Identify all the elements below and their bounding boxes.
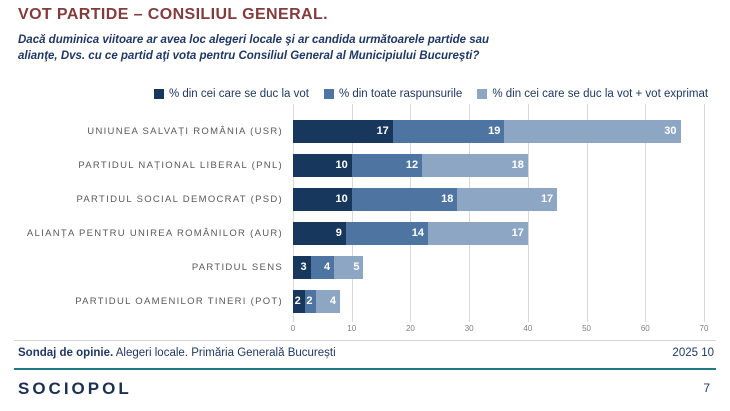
bar-value-label: 17 <box>511 226 524 239</box>
bar-segment: 5 <box>334 255 364 279</box>
x-tick-label: 30 <box>464 324 474 333</box>
legend-item: % din cei care se duc la vot + vot expri… <box>477 88 708 100</box>
footer-caption: Sondaj de opinie. Alegeri locale. Primăr… <box>18 347 336 359</box>
x-tick-label: 60 <box>640 324 650 333</box>
chart-rows: UNIUNEA SALVAȚI ROMÂNIA (USR) 17 19 30 PARTI… <box>18 108 704 318</box>
bar-segment: 14 <box>345 221 429 245</box>
bar-track: 17 19 30 <box>293 119 704 143</box>
footer-caption-rest: Alegeri locale. Primăria Generală Bucure… <box>113 347 336 359</box>
bar-segment: 10 <box>293 153 352 177</box>
x-tick-label: 10 <box>347 324 357 333</box>
chart-row: PARTIDUL SENS 3 4 5 <box>18 250 704 284</box>
category-label: PARTIDUL SENS <box>191 261 283 273</box>
bar-value-label: 2 <box>306 294 313 307</box>
category-label: PARTIDUL SOCIAL DEMOCRAT (PSD) <box>76 193 283 205</box>
x-axis: 0 10 20 30 40 50 60 70 <box>290 322 709 338</box>
bar-value-label: 2 <box>294 294 301 307</box>
bar-segment: 17 <box>428 221 528 245</box>
legend-item: % din toate raspunsurile <box>323 88 463 100</box>
bar-segment: 17 <box>457 187 558 211</box>
bar-segment: 18 <box>351 187 458 211</box>
bar-segment: 2 <box>293 289 305 313</box>
bar-value-label: 30 <box>664 124 677 137</box>
x-tick-label: 50 <box>582 324 592 333</box>
x-tick-label: 0 <box>290 324 296 333</box>
chart-row: PARTIDUL OAMENILOR TINERI (POT) 2 2 4 <box>18 284 704 318</box>
bar-segment: 9 <box>293 221 346 245</box>
bar-track: 3 4 5 <box>293 255 704 279</box>
gridline <box>704 104 705 322</box>
category-label: ALIANȚA PENTRU UNIREA ROMÂNILOR (AUR) <box>26 227 283 239</box>
bar-value-label: 9 <box>335 226 342 239</box>
bar-segment: 3 <box>293 255 311 279</box>
bar-segment: 17 <box>293 119 393 143</box>
bar-segment: 18 <box>422 153 528 177</box>
legend-item: % din cei care se duc la vot <box>153 88 309 100</box>
footer-caption-bold: Sondaj de opinie. <box>18 347 114 359</box>
x-tick-label: 20 <box>405 324 415 333</box>
legend-swatch-icon <box>153 89 164 99</box>
bar-segment: 12 <box>351 153 423 177</box>
footer-date: 2025 10 <box>672 347 714 359</box>
page-title: VOT PARTIDE – CONSILIUL GENERAL. <box>18 6 329 23</box>
bar-value-label: 17 <box>540 192 554 205</box>
sociopol-logo: SOCIOPOL <box>18 379 132 398</box>
bottom-divider <box>14 368 716 370</box>
bar-segment: 19 <box>392 119 505 143</box>
bar-value-label: 3 <box>300 260 307 273</box>
chart-row: ALIANȚA PENTRU UNIREA ROMÂNILOR (AUR) 9 14… <box>18 216 704 250</box>
chart-legend: % din cei care se duc la vot % din toate … <box>0 88 730 100</box>
bar-value-label: 10 <box>335 158 348 171</box>
bar-segment: 30 <box>504 119 681 143</box>
bar-value-label: 4 <box>329 294 336 307</box>
bar-value-label: 12 <box>405 158 419 171</box>
chart-row: PARTIDUL NAȚIONAL LIBERAL (PNL) 10 12 18 <box>18 148 704 182</box>
bar-value-label: 18 <box>441 192 454 205</box>
survey-question: Dacă duminica viitoare ar avea loc alege… <box>18 34 490 62</box>
bar-value-label: 18 <box>511 158 524 171</box>
category-label: PARTIDUL NAȚIONAL LIBERAL (PNL) <box>78 159 283 171</box>
chart-row: UNIUNEA SALVAȚI ROMÂNIA (USR) 17 19 30 <box>18 114 704 148</box>
bar-value-label: 5 <box>353 260 360 273</box>
legend-swatch-icon <box>323 89 334 99</box>
bar-segment: 4 <box>316 289 340 313</box>
bar-value-label: 4 <box>323 260 331 273</box>
category-label: PARTIDUL OAMENILOR TINERI (POT) <box>75 295 283 307</box>
chart-row: PARTIDUL SOCIAL DEMOCRAT (PSD) 10 18 17 <box>18 182 704 216</box>
bar-value-label: 19 <box>488 124 501 137</box>
bar-segment: 10 <box>293 187 352 211</box>
bar-track: 10 12 18 <box>293 153 704 177</box>
legend-label: % din toate raspunsurile <box>338 88 463 100</box>
x-tick-label: 70 <box>699 324 709 333</box>
page-number: 7 <box>703 381 710 395</box>
bar-track: 10 18 17 <box>293 187 704 211</box>
legend-label: % din cei care se duc la vot <box>168 88 309 100</box>
x-tick-label: 40 <box>523 324 533 333</box>
category-label: UNIUNEA SALVAȚI ROMÂNIA (USR) <box>87 125 283 137</box>
bar-value-label: 14 <box>411 226 425 239</box>
bar-value-label: 17 <box>376 124 389 137</box>
bar-segment: 4 <box>310 255 335 279</box>
bar-value-label: 10 <box>335 192 348 205</box>
bar-track: 9 14 17 <box>293 221 704 245</box>
legend-swatch-icon <box>477 89 488 99</box>
footer-divider <box>14 340 716 341</box>
bar-segment: 2 <box>304 289 317 313</box>
legend-label: % din cei care se duc la vot + vot expri… <box>492 88 709 100</box>
bar-chart: UNIUNEA SALVAȚI ROMÂNIA (USR) 17 19 30 PARTI… <box>18 104 709 338</box>
